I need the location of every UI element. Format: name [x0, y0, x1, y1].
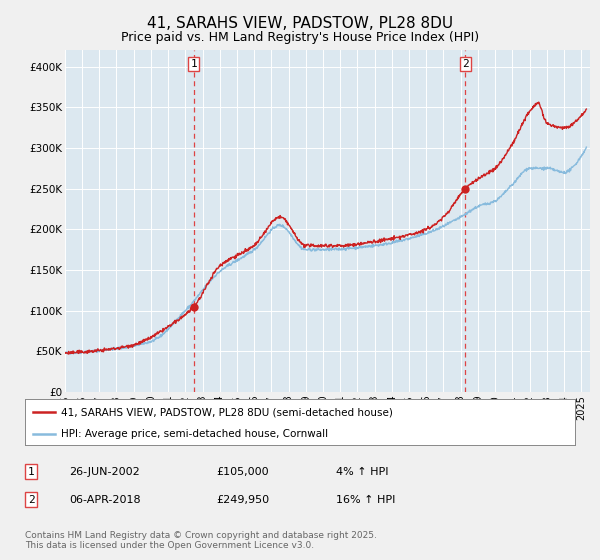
Text: 26-JUN-2002: 26-JUN-2002: [69, 466, 140, 477]
Text: HPI: Average price, semi-detached house, Cornwall: HPI: Average price, semi-detached house,…: [61, 429, 328, 438]
Text: Price paid vs. HM Land Registry's House Price Index (HPI): Price paid vs. HM Land Registry's House …: [121, 31, 479, 44]
Text: 41, SARAHS VIEW, PADSTOW, PL28 8DU: 41, SARAHS VIEW, PADSTOW, PL28 8DU: [147, 16, 453, 31]
Text: 41, SARAHS VIEW, PADSTOW, PL28 8DU (semi-detached house): 41, SARAHS VIEW, PADSTOW, PL28 8DU (semi…: [61, 407, 393, 417]
Text: 1: 1: [28, 466, 35, 477]
Text: 1: 1: [190, 59, 197, 69]
Text: 16% ↑ HPI: 16% ↑ HPI: [336, 494, 395, 505]
Text: 4% ↑ HPI: 4% ↑ HPI: [336, 466, 389, 477]
Text: £105,000: £105,000: [216, 466, 269, 477]
Text: 06-APR-2018: 06-APR-2018: [69, 494, 140, 505]
Text: 2: 2: [28, 494, 35, 505]
Text: £249,950: £249,950: [216, 494, 269, 505]
Text: Contains HM Land Registry data © Crown copyright and database right 2025.
This d: Contains HM Land Registry data © Crown c…: [25, 531, 377, 550]
Text: 2: 2: [462, 59, 469, 69]
